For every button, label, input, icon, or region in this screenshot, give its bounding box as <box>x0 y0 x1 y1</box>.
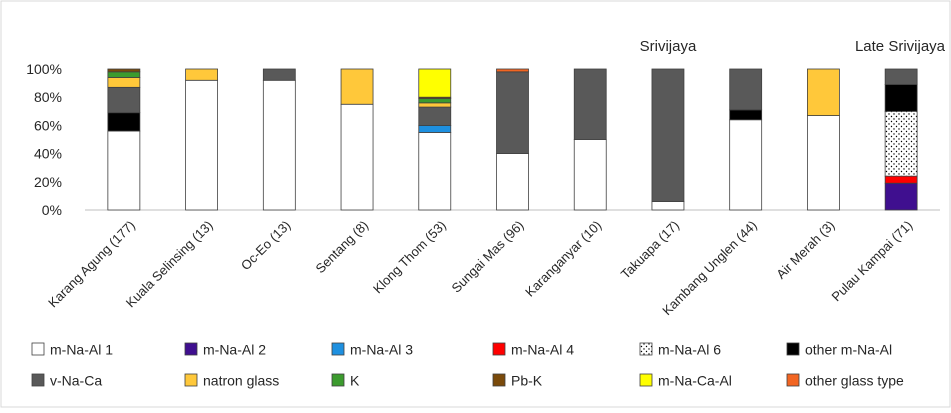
bar-segment-m-na-al-6 <box>884 110 918 177</box>
bar-stack-karang-agung-177 <box>107 68 141 211</box>
bar-segment-pb-k <box>107 68 141 73</box>
bar-segment-m-na-al-1 <box>807 115 840 211</box>
legend-item-pb-k: Pb-K <box>492 373 543 389</box>
bar-segment-m-na-al-1 <box>340 103 374 211</box>
bar-segment-v-na-ca <box>651 68 685 202</box>
y-tick-label: 40% <box>34 146 62 162</box>
legend-label: m-Na-Al 6 <box>658 342 721 358</box>
y-tick-label: 20% <box>34 174 62 190</box>
bar-segment-k <box>107 71 141 78</box>
legend-item-m-na-al-2: m-Na-Al 2 <box>184 342 266 358</box>
bar-segment-natron-glass <box>807 68 840 116</box>
legend-label: natron glass <box>203 373 279 389</box>
legend-label: other m-Na-Al <box>805 342 892 358</box>
legend-swatch <box>331 373 345 387</box>
legend-label: other glass type <box>805 373 904 389</box>
bar-segment-m-na-al-1 <box>496 153 529 211</box>
bar-segment-m-na-ca-al <box>418 68 452 98</box>
period-label: Srivijaya <box>640 38 697 55</box>
legend-swatch <box>331 342 345 356</box>
bar-segment-other-m-na-al <box>107 112 141 132</box>
bar-segment-natron-glass <box>418 102 452 108</box>
bar-segment-v-na-ca <box>107 86 141 114</box>
y-tick-label: 0% <box>42 202 62 218</box>
bar-segment-v-na-ca <box>884 68 918 85</box>
legend-swatch <box>184 342 198 356</box>
y-axis: 0% 20% 40% 60% 80% 100% <box>26 61 62 218</box>
legend-item-v-na-ca: v-Na-Ca <box>31 373 102 389</box>
bar-stack-sentang-8 <box>340 68 374 211</box>
legend-item-m-na-ca-al: m-Na-Ca-Al <box>639 373 732 389</box>
legend-label: m-Na-Al 1 <box>50 342 113 358</box>
legend-item-natron-glass: natron glass <box>184 373 279 389</box>
bar-segment-v-na-ca <box>573 68 607 140</box>
bar-segment-natron-glass <box>340 68 374 105</box>
legend-swatch <box>31 342 45 356</box>
bar-segment-other-m-na-al <box>884 84 918 112</box>
legend-swatch <box>492 373 506 387</box>
bar-segment-v-na-ca <box>729 68 763 111</box>
bar-segment-m-na-al-1 <box>262 79 296 211</box>
bar-segment-other-m-na-al <box>729 109 763 121</box>
bar-segment-other-glass-type <box>496 68 529 73</box>
legend-item-m-na-al-1: m-Na-Al 1 <box>31 342 113 358</box>
bar-segment-m-na-al-1 <box>107 130 141 211</box>
bar-stack-klong-thom-53 <box>418 68 452 211</box>
legend-label: m-Na-Al 2 <box>203 342 266 358</box>
bar-segment-v-na-ca <box>262 68 296 81</box>
bar-stack-pulau-kampai-71 <box>884 68 918 211</box>
legend-item-m-na-al-3: m-Na-Al 3 <box>331 342 413 358</box>
bar-segment-m-na-al-3 <box>418 125 452 133</box>
legend-label: Pb-K <box>511 373 543 389</box>
legend-item-m-na-al-4: m-Na-Al 4 <box>492 342 574 358</box>
bar-segment-m-na-al-1 <box>651 201 685 211</box>
bar-segment-natron-glass <box>107 77 141 88</box>
bar-stack-oc-eo-13 <box>262 68 296 211</box>
legend-label: K <box>350 373 360 389</box>
y-tick-label: 100% <box>26 61 62 77</box>
bar-stack-air-merah-3 <box>807 68 840 211</box>
legend-swatch <box>492 342 506 356</box>
legend-label: m-Na-Ca-Al <box>658 373 732 389</box>
bars <box>107 68 918 211</box>
legend-item-k: K <box>331 373 360 389</box>
bar-segment-natron-glass <box>185 68 218 81</box>
bar-segment-k <box>418 98 452 104</box>
bar-stack-takuapa-17 <box>651 68 685 211</box>
legend-label: m-Na-Al 4 <box>511 342 574 358</box>
bar-segment-m-na-al-2 <box>884 182 918 211</box>
y-tick-label: 60% <box>34 117 62 133</box>
bar-stack-sungai-mas-96 <box>496 68 529 211</box>
legend-label: m-Na-Al 3 <box>350 342 413 358</box>
legend-item-other-m-na-al: other m-Na-Al <box>786 342 892 358</box>
bar-segment-m-na-al-1 <box>185 79 218 211</box>
bar-segment-v-na-ca <box>418 106 452 126</box>
legend-swatch <box>31 373 45 387</box>
bar-segment-m-na-al-1 <box>418 132 452 211</box>
bar-segment-m-na-al-1 <box>573 139 607 211</box>
bar-segment-m-na-al-4 <box>884 175 918 184</box>
bar-segment-m-na-al-1 <box>729 119 763 211</box>
legend-swatch <box>639 373 653 387</box>
legend-label: v-Na-Ca <box>50 373 102 389</box>
y-tick-label: 80% <box>34 89 62 105</box>
legend-swatch <box>639 342 653 356</box>
legend-swatch <box>786 373 800 387</box>
legend-item-other-glass-type: other glass type <box>786 373 904 389</box>
legend: m-Na-Al 1 m-Na-Al 2 m-Na-Al 3 m-Na-Al 4 m-Na… <box>31 342 904 389</box>
bar-stack-karanganyar-10 <box>573 68 607 211</box>
bar-stack-kuala-selinsing-13 <box>185 68 218 211</box>
legend-swatch <box>184 373 198 387</box>
bar-segment-v-na-ca <box>496 71 529 154</box>
legend-item-m-na-al-6: m-Na-Al 6 <box>639 342 721 358</box>
bar-stack-kambang-unglen-44 <box>729 68 763 211</box>
legend-swatch <box>786 342 800 356</box>
period-labels: Srivijaya Late Srivijaya <box>640 38 946 55</box>
period-label: Late Srivijaya <box>855 38 946 55</box>
